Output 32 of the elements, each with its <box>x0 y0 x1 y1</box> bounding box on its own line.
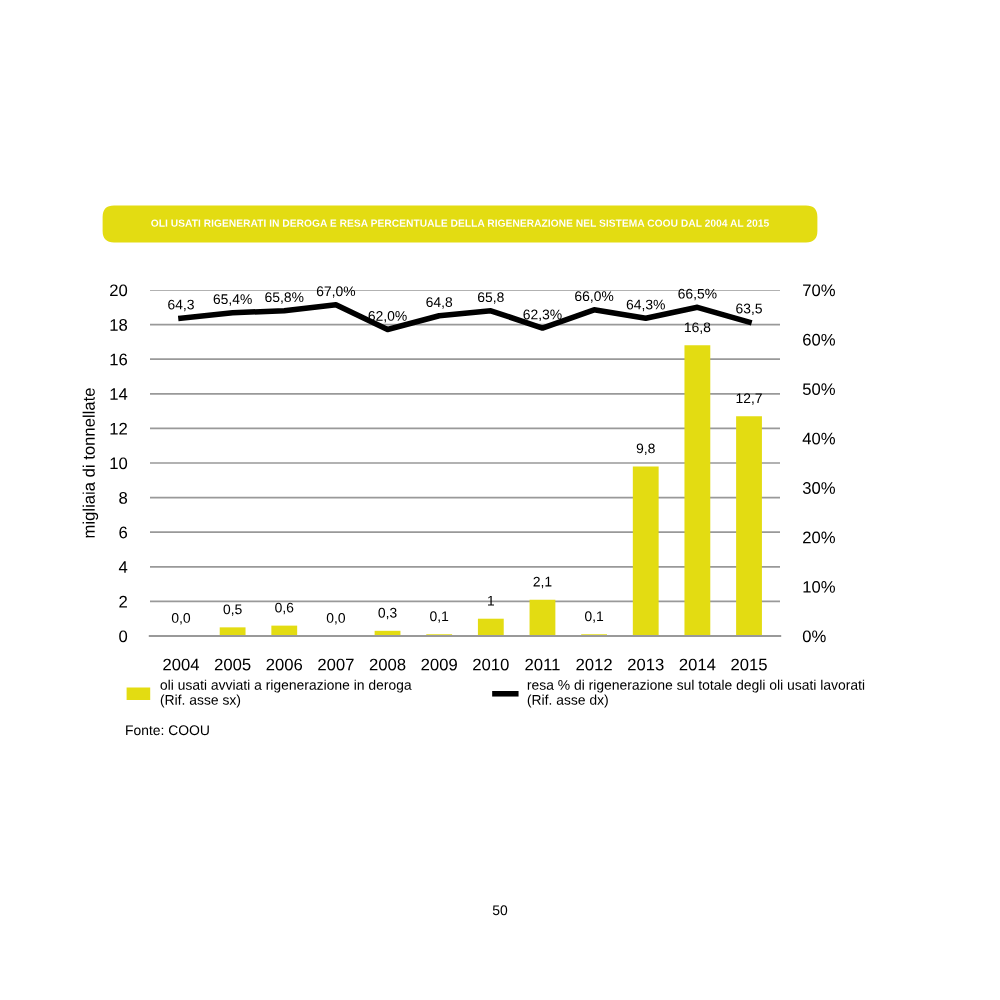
y-tick-label: 10 <box>110 457 128 470</box>
x-tick-label: 2011 <box>525 658 560 671</box>
y-tick-label: 14 <box>110 388 128 400</box>
x-tick-label: 2013 <box>628 658 664 671</box>
y-tick-label: 2 <box>119 595 127 608</box>
y2-tick-label: 0% <box>802 630 826 643</box>
y-tick-label: 18 <box>110 319 128 331</box>
y2-tick-label: 40% <box>802 432 835 445</box>
x-tick-label: 2012 <box>576 658 612 671</box>
y-axis-title: migliaia di tonnellate <box>82 388 99 538</box>
x-tick-label: 2010 <box>473 658 509 671</box>
y-tick-label: 8 <box>119 492 128 504</box>
x-tick-label: 2014 <box>679 658 716 671</box>
x-tick-label: 2004 <box>163 658 200 671</box>
y-tick-label: 12 <box>110 422 127 435</box>
y2-tick-label: 20% <box>803 531 835 544</box>
y2-tick-label: 70% <box>803 284 835 297</box>
y2-tick-label: 10% <box>803 580 835 593</box>
x-tick-label: 2005 <box>214 658 251 671</box>
y-tick-label: 20 <box>110 284 128 297</box>
y-tick-label: 6 <box>119 526 128 539</box>
y2-tick-label: 60% <box>803 333 835 346</box>
y2-tick-label: 50% <box>802 383 835 396</box>
x-tick-label: 2008 <box>369 658 406 671</box>
x-tick-label: 2007 <box>318 658 354 671</box>
y2-tick-label: 30% <box>802 482 835 494</box>
y-tick-label: 4 <box>118 561 128 573</box>
x-tick-label: 2009 <box>421 658 457 671</box>
y-tick-label: 16 <box>110 353 128 366</box>
x-tick-label: 2015 <box>731 658 767 671</box>
x-tick-label: 2006 <box>266 658 303 671</box>
y-tick-label: 0 <box>119 630 128 643</box>
